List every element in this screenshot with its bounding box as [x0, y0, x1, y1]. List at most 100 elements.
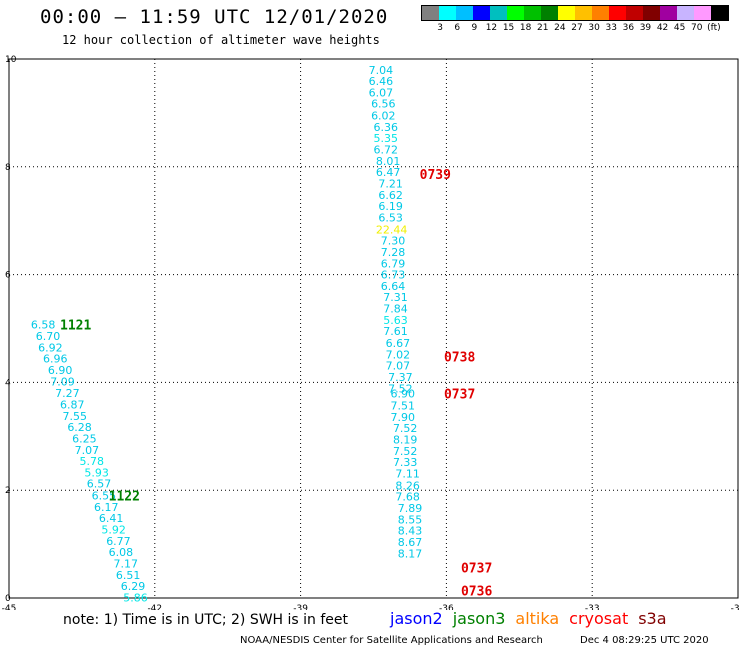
data-point-label: 8.17	[398, 547, 423, 560]
time-annotation: 0736	[461, 584, 492, 599]
data-point-label: 5.93	[84, 466, 109, 479]
data-point-label: 8.26	[395, 479, 420, 492]
data-point-label: 6.47	[376, 166, 401, 179]
data-point-label: 7.52	[393, 422, 418, 435]
data-point-label: 7.55	[62, 410, 87, 423]
plot-frame	[8, 58, 739, 599]
scale-label: 9	[471, 23, 478, 33]
data-point-label: 5.35	[374, 132, 399, 145]
x-tick-label: -30	[731, 604, 740, 610]
footnote: note: 1) Time is in UTC; 2) SWH is in fe…	[63, 612, 349, 628]
scale-swatch	[694, 6, 711, 20]
data-point-label: 6.41	[99, 512, 124, 525]
data-point-label: 5.86	[123, 591, 147, 604]
scale-label: 12	[485, 23, 498, 33]
plot-grid	[9, 59, 738, 598]
scale-label: 21	[537, 23, 549, 33]
data-point-label: 6.46	[369, 75, 394, 88]
scale-swatch	[711, 6, 728, 20]
data-point-label: 7.07	[75, 444, 100, 457]
y-tick-label: 6	[5, 271, 11, 281]
color-scale-labels: 3 6 9 12 15 18 21 24 27 30 33 36 39 42 45 70 (ft)	[421, 21, 729, 35]
data-point-label: 6.90	[48, 364, 73, 377]
data-point-label: 7.84	[383, 303, 408, 316]
data-point-label: 6.02	[371, 110, 396, 123]
data-point-label: 6.07	[369, 86, 394, 99]
data-point-label: 7.02	[386, 348, 411, 361]
scale-label: (ft)	[707, 23, 721, 33]
plot-axes: -45 -42 -39 -36 -33 -30 0 2 4 6 8 10	[2, 55, 740, 610]
data-point-label: 7.52	[388, 382, 413, 395]
data-point-label: 5.92	[101, 524, 126, 537]
scale-label: 18	[519, 23, 532, 33]
scale-swatch	[575, 6, 592, 20]
data-point-label: 6.56	[371, 98, 396, 111]
data-point-label: 6.87	[60, 398, 85, 411]
data-point-label: 8.67	[398, 536, 423, 549]
data-point-label: 6.96	[43, 353, 68, 366]
scale-swatch	[524, 6, 541, 20]
data-point-label: 6.53	[378, 211, 403, 224]
data-point-label: 5.78	[79, 455, 104, 468]
legend-entry-jason3: jason3	[452, 609, 506, 628]
scale-label: 3	[437, 23, 443, 33]
data-point-label: 7.89	[398, 502, 423, 515]
data-point-label: 7.37	[388, 371, 413, 384]
data-point-label: 6.92	[38, 341, 63, 354]
data-point-label: 6.77	[106, 535, 131, 548]
x-tick-label: -33	[585, 604, 600, 610]
data-point-label: 6.58	[31, 319, 56, 332]
data-point-label: 7.11	[395, 467, 420, 480]
x-tick-label: -42	[147, 604, 162, 610]
time-annotation: 0739	[420, 168, 451, 183]
color-scale: 3 6 9 12 15 18 21 24 27 30 33 36 39 42 45 70 (ft)	[421, 5, 729, 35]
scale-label: 70	[691, 23, 703, 33]
scale-swatch	[507, 6, 524, 20]
time-annotation: 0737	[444, 388, 475, 403]
legend-entry-jason2: jason2	[390, 609, 443, 628]
data-point-label: 6.70	[36, 330, 61, 343]
data-point-label: 7.30	[381, 235, 406, 248]
x-tick-label: -39	[293, 604, 308, 610]
y-tick-label: 10	[5, 55, 17, 65]
data-point-label: 7.90	[391, 411, 416, 424]
y-tick-label: 8	[5, 163, 11, 173]
scale-swatch	[439, 6, 456, 20]
scale-label: 24	[554, 23, 566, 33]
data-point-label: 7.31	[383, 291, 408, 304]
data-point-label: 6.29	[121, 580, 146, 593]
chart-subtitle: 12 hour collection of altimeter wave hei…	[62, 33, 380, 47]
scale-swatch	[660, 6, 677, 20]
data-point-label: 8.43	[398, 525, 423, 538]
data-point-label: 6.36	[374, 121, 399, 134]
data-point-label: 7.61	[383, 325, 408, 338]
data-point-label: 5.63	[383, 314, 408, 327]
data-point-label: 22.44	[376, 223, 408, 236]
scale-swatch	[422, 6, 439, 20]
data-point-label: 8.55	[398, 513, 423, 526]
time-annotation: 0738	[444, 351, 475, 366]
wave-height-plot: -45-42-39-36-33-300246810 7.046.466.076.…	[2, 55, 740, 610]
scale-swatch	[592, 6, 609, 20]
scale-label: 15	[502, 23, 515, 33]
plot-points: 7.046.466.076.566.026.365.356.728.016.47…	[31, 64, 422, 605]
y-tick-label: 0	[5, 594, 11, 604]
time-annotation: 1121	[60, 319, 91, 334]
scale-swatch	[609, 6, 626, 20]
data-point-label: 7.09	[50, 375, 74, 388]
data-point-label: 6.79	[381, 257, 406, 270]
y-tick-label: 4	[5, 378, 11, 388]
scale-label: 45	[673, 23, 686, 33]
data-point-label: 7.04	[369, 64, 394, 77]
chart-title: 00:00 – 11:59 UTC 12/01/2020	[40, 6, 389, 28]
scale-swatch	[473, 6, 490, 20]
data-point-label: 6.28	[67, 421, 92, 434]
data-point-label: 8.01	[376, 155, 401, 168]
scale-label: 42	[656, 23, 669, 33]
data-point-label: 7.33	[393, 456, 418, 469]
data-point-label: 6.17	[94, 501, 119, 514]
credit-line: NOAA/NESDIS Center for Satellite Applica…	[240, 635, 543, 646]
data-point-label: 7.21	[378, 178, 403, 191]
data-point-label: 6.08	[109, 546, 134, 559]
data-point-label: 6.72	[374, 144, 399, 157]
